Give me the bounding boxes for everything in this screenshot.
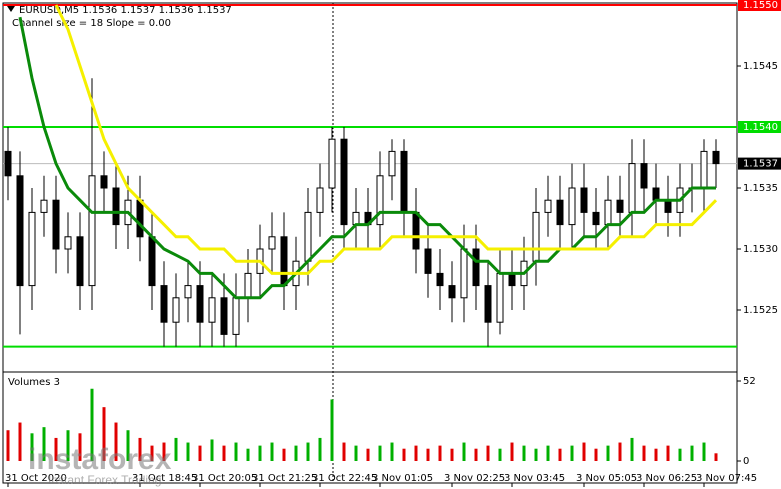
x-tick-label: 31 Oct 22:45	[312, 473, 377, 484]
y-tick-label: 1.1535	[743, 183, 778, 194]
y-tick-label: 1.1545	[743, 61, 778, 72]
candle-body	[316, 187, 324, 213]
x-tick-label: 3 Nov 06:25	[636, 473, 697, 484]
candle-body	[4, 150, 12, 177]
x-tick-label: 31 Oct 18:45	[132, 473, 197, 484]
x-tick-label: 3 Nov 03:45	[504, 473, 565, 484]
candle-body	[616, 199, 624, 213]
y-tick-label: 1.1525	[743, 305, 778, 316]
menu-arrow	[7, 6, 15, 12]
x-tick-label: 3 Nov 01:05	[372, 473, 433, 484]
x-tick-label: 31 Oct 21:25	[252, 473, 317, 484]
candle-body	[304, 211, 312, 262]
candle-body	[592, 211, 600, 226]
candle-body	[436, 272, 444, 287]
candle-body	[460, 248, 468, 299]
level-label: 1.1550	[743, 0, 778, 11]
indicator-line	[18, 16, 716, 300]
candle-body	[484, 285, 492, 323]
last-price-box	[738, 157, 781, 170]
candle-body	[712, 150, 720, 165]
chart-subtitle: Channel size = 18 Slope = 0.00	[12, 18, 171, 29]
candle-body	[700, 150, 708, 189]
candle-body	[508, 272, 516, 287]
candle-body	[208, 297, 216, 323]
candle-body	[604, 199, 612, 226]
candle-body	[424, 248, 432, 274]
candle-body	[328, 138, 336, 189]
candle-body	[76, 236, 84, 287]
volume-tick-label: 0	[743, 456, 749, 467]
candle-body	[148, 236, 156, 287]
indicator-line	[54, 4, 718, 275]
candle-body	[184, 285, 192, 299]
candle-body	[52, 199, 60, 250]
candle-body	[232, 297, 240, 335]
x-tick-label: 31 Oct 2020	[5, 473, 67, 484]
candle-body	[100, 175, 108, 189]
candle-body	[472, 248, 480, 287]
candle-body	[568, 187, 576, 226]
candle-body	[544, 199, 552, 213]
candle-body	[88, 175, 96, 287]
candle-body	[172, 297, 180, 323]
candle-body	[448, 285, 456, 299]
candle-body	[28, 211, 36, 287]
candle-body	[340, 138, 348, 226]
watermark-subtitle: Instant Forex Trading	[48, 473, 161, 487]
candle-body	[532, 211, 540, 262]
candle-body	[268, 236, 276, 250]
level-label-box	[738, 0, 781, 11]
candle-body	[580, 187, 588, 213]
candle-body	[388, 150, 396, 177]
candle-body	[136, 199, 144, 238]
candle-body	[400, 150, 408, 213]
level-label-box	[738, 121, 781, 133]
candle-body	[664, 199, 672, 213]
x-tick-label: 3 Nov 05:05	[576, 473, 637, 484]
candle-body	[496, 272, 504, 323]
watermark: instaforex	[28, 443, 172, 476]
volume-title: Volumes 3	[8, 377, 60, 388]
x-tick-label: 3 Nov 02:25	[444, 473, 505, 484]
volume-tick-label: 52	[743, 376, 756, 387]
candle-body	[160, 285, 168, 323]
candle-body	[112, 187, 120, 226]
plot-frame	[2, 2, 738, 484]
last-price-label: 1.1537	[743, 159, 778, 170]
candle-body	[280, 236, 288, 287]
candle-body	[628, 163, 636, 213]
chart-title: EURUSD,M5 1.1536 1.1537 1.1536 1.1537	[19, 5, 232, 16]
candle-body	[556, 199, 564, 226]
candle-body	[196, 285, 204, 323]
candle-body	[64, 236, 72, 250]
candle-body	[16, 175, 24, 287]
candle-body	[376, 175, 384, 226]
y-tick-label: 1.1530	[743, 244, 778, 255]
x-tick-label: 3 Nov 07:45	[696, 473, 757, 484]
candle-body	[640, 163, 648, 189]
candle-body	[412, 211, 420, 250]
level-label: 1.1540	[743, 122, 778, 133]
candle-body	[244, 272, 252, 299]
candle-body	[220, 297, 228, 335]
candle-body	[352, 211, 360, 226]
candle-body	[652, 187, 660, 201]
x-tick-label: 31 Oct 20:05	[192, 473, 257, 484]
candle-body	[40, 199, 48, 213]
